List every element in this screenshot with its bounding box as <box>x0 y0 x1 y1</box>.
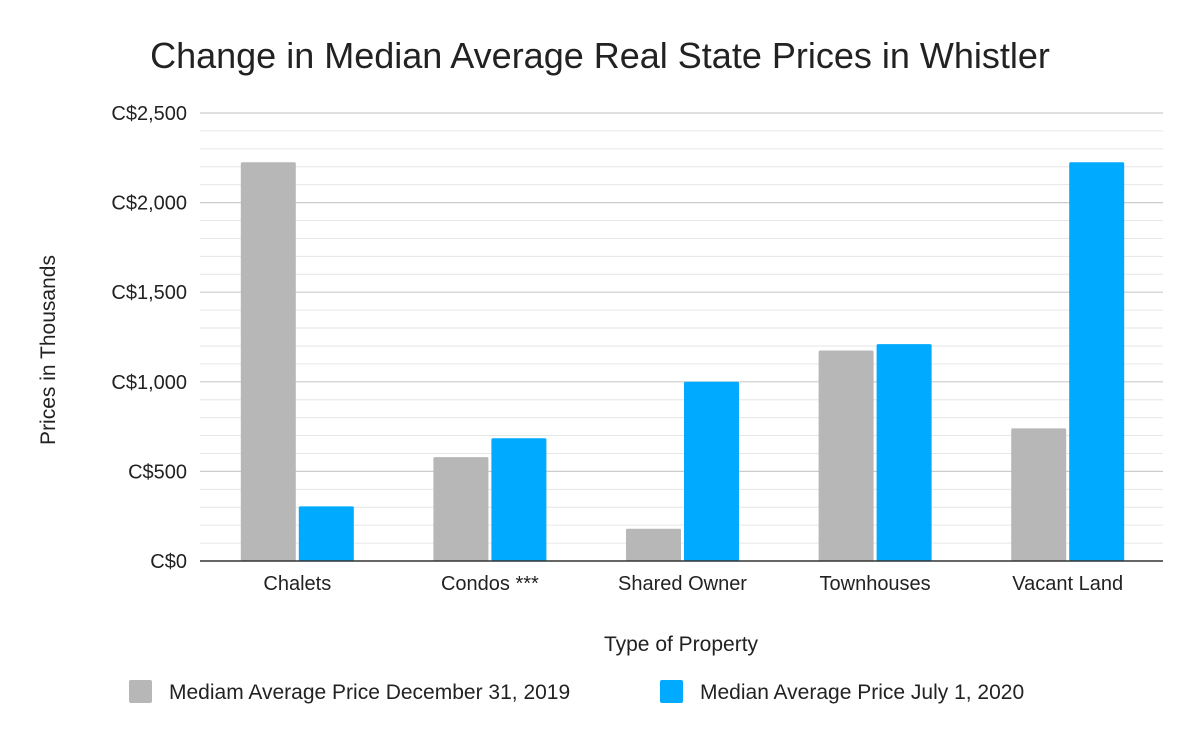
x-tick-label: Shared Owner <box>618 573 747 595</box>
x-axis-label: Type of Property <box>604 633 759 656</box>
y-tick-label: C$2,500 <box>111 103 187 125</box>
chart-title: Change in Median Average Real State Pric… <box>150 35 1050 76</box>
bar-2020 <box>876 344 932 561</box>
y-tick-label: C$0 <box>150 551 187 573</box>
y-tick-label: C$1,000 <box>111 372 187 394</box>
bar-2019 <box>433 457 489 561</box>
x-tick-label: Chalets <box>263 573 331 595</box>
y-tick-label: C$500 <box>128 461 187 483</box>
legend-entry: Mediam Average Price December 31, 2019 <box>169 681 570 704</box>
gridlines <box>200 112 1163 544</box>
bar-2019 <box>240 162 296 561</box>
x-tick-label: Vacant Land <box>1012 573 1123 595</box>
y-tick-label: C$1,500 <box>111 282 187 304</box>
legend: Mediam Average Price December 31, 2019 Me… <box>129 680 1024 704</box>
y-axis-label: Prices in Thousands <box>37 255 60 445</box>
axes: C$0 C$500 C$1,000 C$1,500 C$2,000 C$2,500 Chal… <box>111 103 1163 595</box>
legend-swatch <box>660 680 683 703</box>
bar-2020 <box>684 381 739 561</box>
bar-2020 <box>491 438 547 561</box>
x-tick-label: Townhouses <box>820 573 931 595</box>
legend-swatch <box>129 680 152 703</box>
bars <box>240 162 1125 561</box>
bar-2019 <box>1011 428 1067 561</box>
bar-2019 <box>818 350 874 561</box>
bar-2020 <box>1069 162 1125 561</box>
legend-entry: Median Average Price July 1, 2020 <box>700 681 1024 704</box>
bar-2020 <box>298 506 354 561</box>
bar-2019 <box>626 528 681 561</box>
y-tick-label: C$2,000 <box>111 193 187 215</box>
x-tick-label: Condos *** <box>441 573 539 595</box>
